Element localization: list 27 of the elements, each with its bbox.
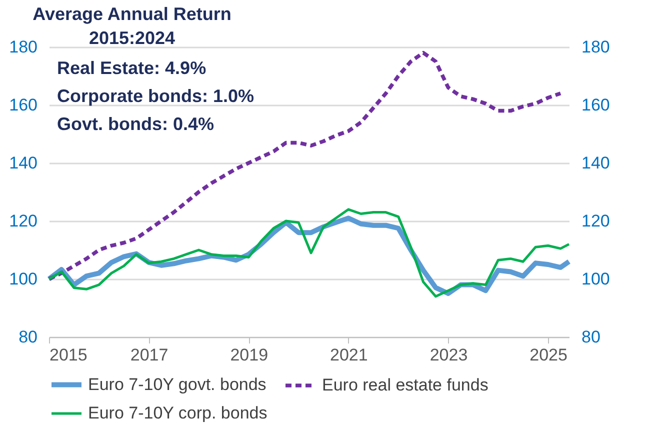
y2-tick-label: 160 xyxy=(582,96,610,114)
annotation: Real Estate: 4.9% xyxy=(57,58,206,78)
y-tick-label: 80 xyxy=(18,328,38,346)
y-tick-label: 180 xyxy=(9,38,38,56)
legend-label: Euro 7-10Y govt. bonds xyxy=(88,374,266,394)
annotation: Corporate bonds: 1.0% xyxy=(57,86,254,106)
y2-tick-label: 140 xyxy=(582,154,610,172)
x-tick-label: 2019 xyxy=(230,346,268,364)
chart-title: Average Annual Return xyxy=(32,4,232,24)
y2-tick-label: 180 xyxy=(582,38,610,56)
y2-tick-label: 100 xyxy=(582,270,610,288)
x-tick-label: 2023 xyxy=(430,346,468,364)
y-tick-label: 160 xyxy=(9,96,38,114)
chart-subtitle: 2015:2024 xyxy=(88,28,176,48)
x-tick-label: 2021 xyxy=(330,346,368,364)
y2-tick-label: 120 xyxy=(582,212,610,230)
y-tick-label: 100 xyxy=(9,270,38,288)
legend-label: Euro real estate funds xyxy=(322,376,488,394)
y-tick-label: 140 xyxy=(9,154,38,172)
annotation: Govt. bonds: 0.4% xyxy=(57,114,214,134)
y-tick-label: 120 xyxy=(9,212,38,230)
x-tick-label: 2017 xyxy=(130,346,168,364)
line-series xyxy=(47,50,562,281)
x-tick-label: 2025 xyxy=(530,346,568,364)
legend-label: Euro 7-10Y corp. bonds xyxy=(88,404,268,422)
y2-tick-label: 80 xyxy=(582,328,600,346)
x-tick-label: 2015 xyxy=(50,346,88,364)
